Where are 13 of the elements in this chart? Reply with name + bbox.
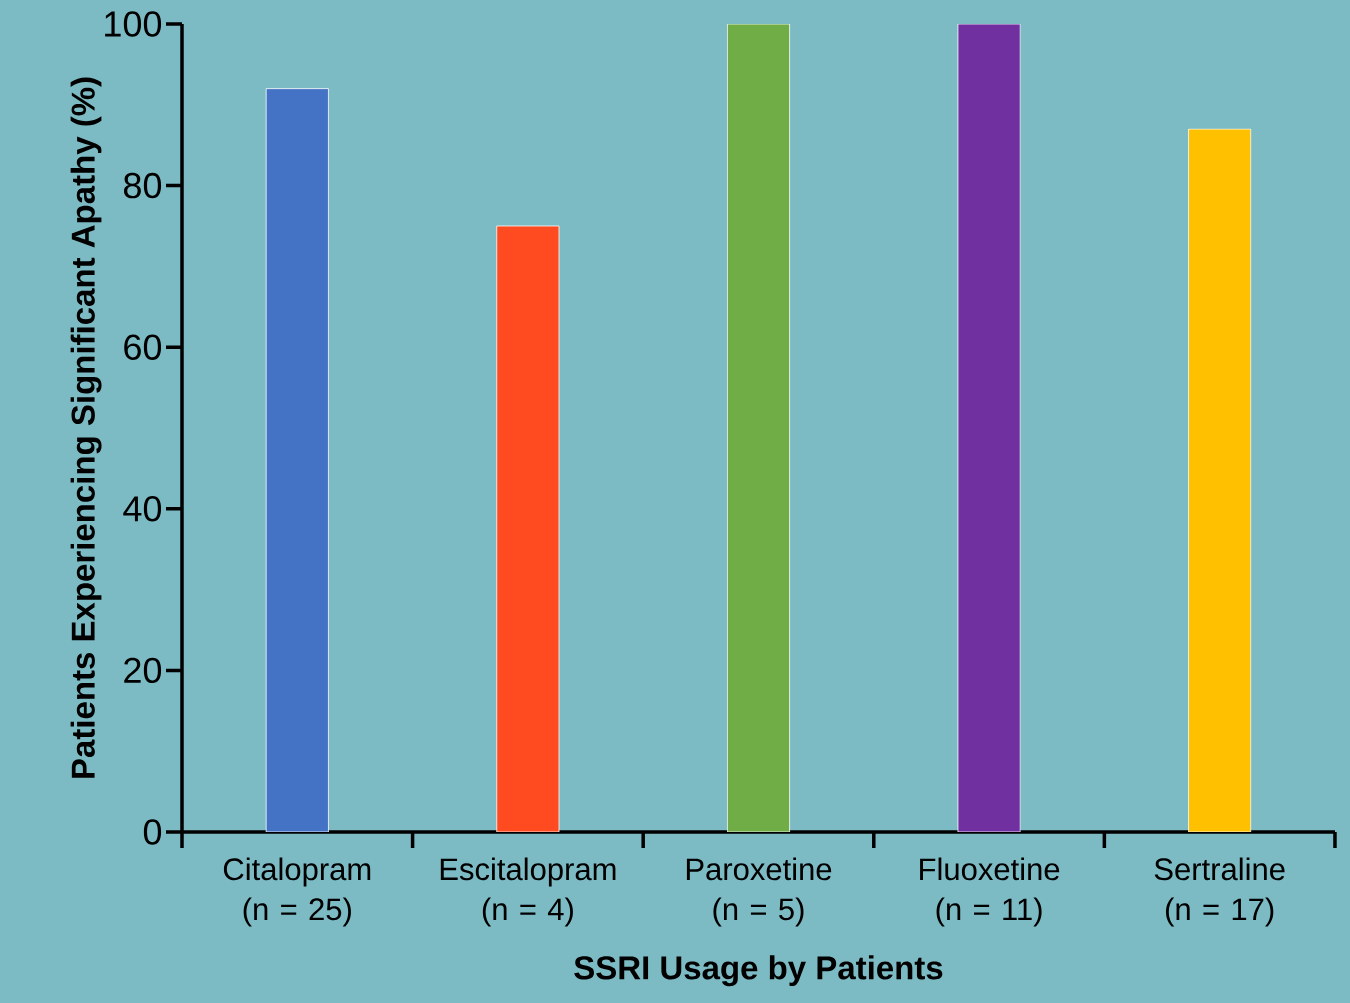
x-tick-label: Paroxetine (n = 5)	[686, 857, 832, 927]
y-tick-label: 20	[124, 657, 162, 684]
y-tick-label: 60	[124, 334, 162, 360]
x-tick-label: Citalopram (n = 25)	[223, 857, 371, 927]
y-tick-label: 0	[143, 819, 162, 845]
y-tick-label: 80	[124, 172, 162, 199]
x-tick-label: Sertraline (n = 17)	[1154, 857, 1285, 927]
y-tick-label: 40	[123, 496, 162, 522]
x-axis-title: SSRI Usage by Patients	[574, 955, 943, 987]
x-tick-label: Fluoxetine (n = 11)	[920, 857, 1060, 927]
y-tick-label: 100	[105, 11, 162, 37]
x-tick-label: Escitalopram (n = 4)	[440, 857, 616, 927]
y-axis-title: Patients Experiencing Significant Apathy (%)	[70, 77, 102, 778]
